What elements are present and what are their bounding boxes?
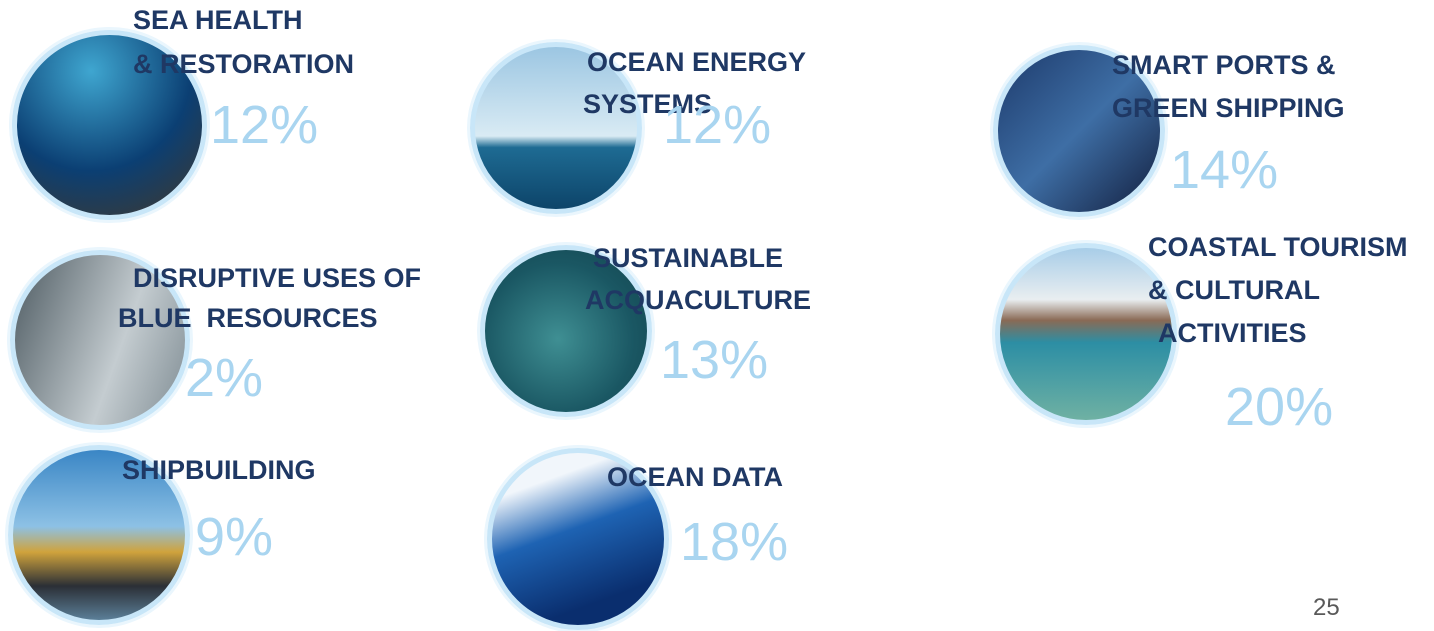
item-title: ACTIVITIES bbox=[1158, 317, 1307, 349]
item-share: 12% bbox=[210, 95, 318, 155]
item-title: SHIPBUILDING bbox=[122, 454, 316, 486]
item-title: DISRUPTIVE USES OF bbox=[133, 262, 421, 294]
item-share: 14% bbox=[1170, 140, 1278, 200]
item-title: OCEAN DATA bbox=[607, 461, 783, 493]
item-title: GREEN SHIPPING bbox=[1112, 92, 1345, 124]
item-title: OCEAN ENERGY bbox=[587, 46, 806, 78]
item-title: SMART PORTS & bbox=[1112, 49, 1336, 81]
item-share: 18% bbox=[680, 512, 788, 572]
item-title: SUSTAINABLE bbox=[593, 242, 783, 274]
slide: SEA HEALTH & RESTORATION OCEAN ENERGY SY… bbox=[0, 0, 1434, 631]
item-title: COASTAL TOURISM bbox=[1148, 231, 1408, 263]
item-title: SEA HEALTH bbox=[133, 4, 303, 36]
page-number: 25 bbox=[1313, 594, 1340, 622]
item-title: & RESTORATION bbox=[133, 48, 354, 80]
item-share: 12% bbox=[663, 95, 771, 155]
item-share: 20% bbox=[1225, 377, 1333, 437]
item-title: ACQUACULTURE bbox=[585, 284, 811, 316]
item-title: & CULTURAL bbox=[1148, 274, 1320, 306]
coastal-image bbox=[995, 243, 1177, 425]
item-share: 2% bbox=[185, 348, 263, 408]
item-share: 9% bbox=[195, 507, 273, 567]
item-share: 13% bbox=[660, 330, 768, 390]
item-title: BLUE RESOURCES bbox=[118, 302, 378, 334]
